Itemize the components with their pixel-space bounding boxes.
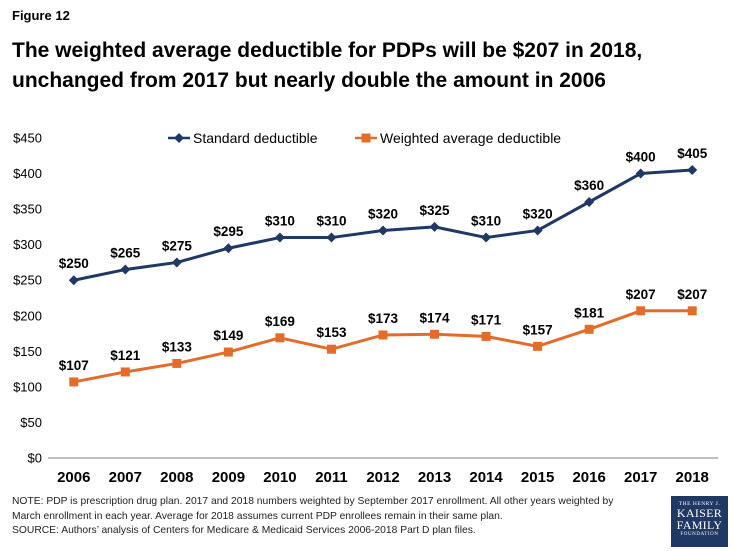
data-point: [636, 306, 646, 316]
data-point: [687, 306, 697, 316]
title-line-2: unchanged from 2017 but nearly double th…: [12, 69, 606, 92]
data-point: [430, 329, 440, 339]
data-label: $310: [471, 214, 501, 229]
data-label: $121: [110, 348, 141, 363]
source-line: SOURCE: Authors’ analysis of Centers for…: [12, 525, 476, 536]
legend-marker-diamond: [174, 133, 184, 143]
figure-label: Figure 12: [12, 8, 70, 23]
data-label: $325: [420, 203, 451, 218]
logo-line-3: FAMILY: [676, 518, 723, 532]
data-point: [532, 225, 543, 236]
legend-label: Weighted average deductible: [380, 130, 561, 146]
data-label: $169: [265, 314, 295, 329]
chart-title: The weighted average deductible for PDPs…: [12, 36, 722, 96]
x-tick-label: 2013: [418, 469, 451, 486]
data-label: $310: [265, 214, 295, 229]
y-tick-label: $200: [13, 308, 42, 323]
x-tick-label: 2010: [263, 469, 296, 486]
x-tick-label: 2015: [521, 469, 554, 486]
title-line-1: The weighted average deductible for PDPs…: [12, 39, 643, 62]
y-tick-label: $50: [20, 415, 42, 430]
x-tick-label: 2018: [676, 469, 709, 486]
line-chart: $0 $50 $100 $150 $200 $250 $300 $350 $400 $450 200…: [13, 130, 718, 486]
legend-label: Standard deductible: [193, 130, 318, 146]
kff-logo: THE HENRY J. KAISER FAMILY FOUNDATION: [671, 496, 728, 547]
data-point: [274, 232, 285, 243]
data-label: $157: [523, 322, 553, 337]
x-tick-label: 2012: [366, 469, 399, 486]
data-label: $310: [316, 214, 346, 229]
y-tick-label: $250: [13, 273, 42, 288]
note-line-2: March enrollment in each year. Average f…: [12, 510, 503, 522]
x-tick-label: 2006: [57, 469, 90, 486]
y-tick-label: $300: [13, 237, 42, 252]
data-point: [429, 221, 440, 232]
data-label: $320: [368, 206, 398, 221]
data-label: $171: [471, 312, 502, 327]
data-point: [378, 225, 388, 236]
data-point: [533, 341, 543, 351]
data-point: [120, 367, 130, 377]
logo-line-4: FOUNDATION: [680, 532, 719, 537]
data-label: $320: [523, 206, 553, 221]
x-tick-label: 2008: [160, 469, 193, 486]
data-label: $107: [59, 358, 89, 373]
legend-marker-square: [361, 133, 371, 143]
data-point: [172, 358, 182, 368]
data-label: $173: [368, 311, 399, 326]
y-tick-label: $0: [28, 451, 42, 466]
x-tick-label: 2009: [212, 469, 245, 486]
y-tick-label: $400: [13, 166, 42, 181]
data-point: [584, 324, 594, 334]
data-label: $181: [574, 305, 605, 320]
data-label: $295: [213, 224, 244, 239]
data-point: [69, 377, 79, 387]
data-point: [275, 333, 285, 343]
x-tick-label: 2014: [469, 469, 503, 486]
data-point: [584, 197, 595, 207]
data-point: [378, 330, 388, 340]
y-tick-label: $100: [13, 379, 42, 394]
data-label: $405: [677, 146, 708, 161]
data-point: [481, 331, 491, 341]
data-label: $207: [626, 287, 656, 302]
data-label: $360: [574, 178, 604, 193]
data-label: $275: [162, 238, 193, 253]
note-line-1: NOTE: PDP is prescription drug plan. 201…: [12, 496, 614, 507]
data-point: [68, 275, 79, 286]
data-point: [171, 257, 182, 268]
data-point: [223, 243, 234, 254]
data-point: [120, 264, 131, 275]
data-point: [326, 344, 336, 354]
data-point: [687, 165, 698, 175]
footnote: NOTE: PDP is prescription drug plan. 201…: [12, 495, 662, 539]
data-point: [635, 168, 646, 179]
x-tick-label: 2016: [572, 469, 605, 486]
x-tick-label: 2007: [109, 469, 142, 486]
y-tick-label: $150: [13, 344, 42, 359]
logo-line-2: KAISER: [676, 506, 723, 520]
data-label: $174: [420, 310, 451, 325]
data-label: $250: [59, 256, 89, 271]
x-tick-label: 2017: [624, 469, 657, 486]
y-tick-label: $450: [13, 131, 42, 146]
data-point: [326, 232, 337, 243]
data-label: $265: [110, 246, 141, 261]
data-point: [223, 347, 233, 357]
data-label: $153: [316, 325, 347, 340]
data-label: $400: [626, 150, 656, 165]
data-point: [481, 232, 492, 243]
data-label: $149: [213, 328, 243, 343]
y-tick-label: $350: [13, 202, 42, 217]
logo-line-1: THE HENRY J.: [678, 501, 721, 507]
data-label: $133: [162, 339, 193, 354]
x-tick-label: 2011: [315, 469, 348, 486]
data-label: $207: [677, 287, 707, 302]
